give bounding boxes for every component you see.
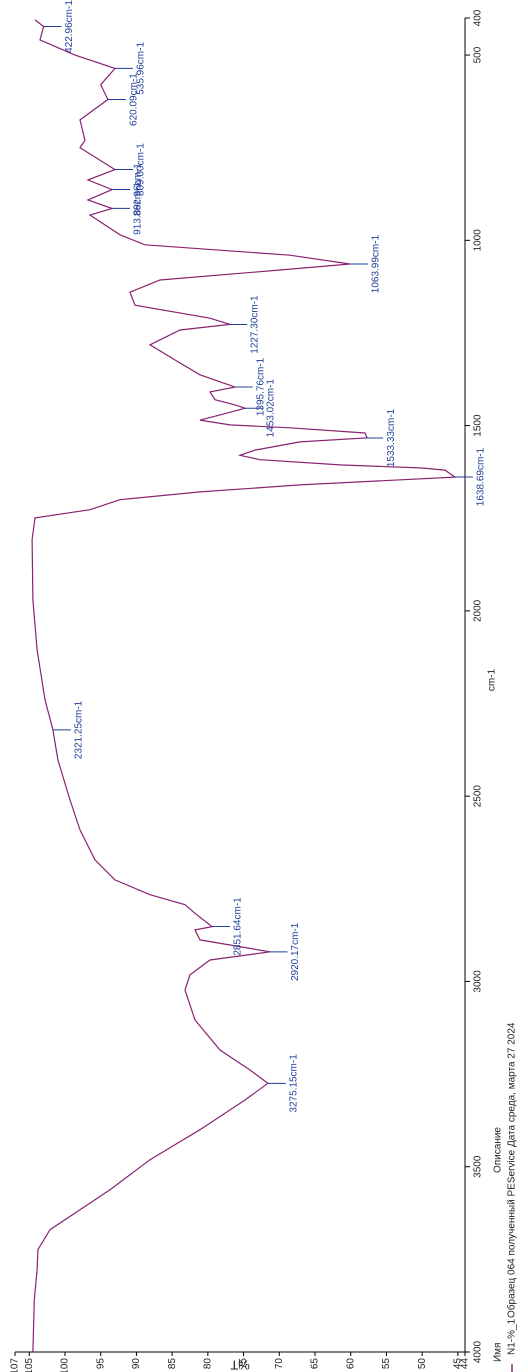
legend-header: Описание — [493, 1127, 504, 1173]
y-tick-label: 50 — [417, 1358, 428, 1370]
y-tick-label: 65 — [310, 1358, 321, 1370]
y-tick-label: 55 — [381, 1358, 392, 1370]
y-tick-label: 45 — [452, 1358, 463, 1370]
annotation-label: 1227.30cm-1 — [250, 295, 261, 354]
annotation-label: 862.96cm-1 — [133, 163, 144, 216]
y-tick-label: 60 — [345, 1358, 356, 1370]
annotation-label: 2321.25cm-1 — [74, 700, 85, 759]
y-tick-label: 107 — [10, 1358, 21, 1372]
annotation-label: 2920.17cm-1 — [290, 922, 301, 981]
annotation-label: 535.96cm-1 — [136, 42, 147, 95]
y-tick-label: 80 — [202, 1358, 213, 1370]
x-tick-label: 500 — [473, 46, 484, 63]
x-tick-label: 3500 — [473, 1155, 484, 1178]
y-axis-title: %T — [230, 1358, 250, 1372]
y-tick-label: 95 — [95, 1358, 106, 1370]
annotation-label: 1395.76cm-1 — [255, 357, 266, 416]
annotation-label: 1063.99cm-1 — [371, 234, 382, 293]
y-tick-label: 105 — [24, 1358, 35, 1372]
x-tick-label: 2500 — [473, 785, 484, 808]
y-tick-label: 70 — [274, 1358, 285, 1370]
annotation-label: 1638.69cm-1 — [475, 447, 486, 506]
x-tick-label: 4000 — [473, 1340, 484, 1363]
x-tick-label: 3000 — [473, 970, 484, 993]
legend-header: Имя — [493, 1343, 504, 1362]
annotation-label: 809.00cm-1 — [136, 143, 147, 196]
annotation-label: 620.09cm-1 — [128, 73, 139, 126]
x-axis-title: cm-1 — [487, 668, 498, 691]
legend-description: Образец 064 полученный PEService Дата ср… — [506, 1022, 518, 1318]
legend-name: N1-%_1 — [507, 1318, 518, 1355]
annotation-label: 422.96cm-1 — [64, 0, 75, 53]
spectrum-line — [31, 19, 457, 1353]
y-tick-label: 100 — [60, 1358, 71, 1372]
annotation-label: 1453.02cm-1 — [266, 379, 277, 438]
annotation-label: 913.89cm-1 — [133, 182, 144, 235]
x-tick-label: 400 — [473, 9, 484, 26]
y-tick-label: 90 — [131, 1358, 142, 1370]
x-tick-label: 2000 — [473, 599, 484, 622]
annotation-label: 2851.64cm-1 — [233, 897, 244, 956]
y-tick-label: 75 — [238, 1358, 249, 1370]
x-tick-label: 1500 — [473, 414, 484, 437]
x-tick-label: 1000 — [473, 229, 484, 252]
annotation-label: 1533.33cm-1 — [386, 408, 397, 467]
y-tick-label: 44 — [460, 1358, 471, 1370]
annotation-label: 3275.15cm-1 — [288, 1054, 299, 1113]
y-tick-label: 85 — [167, 1358, 178, 1370]
